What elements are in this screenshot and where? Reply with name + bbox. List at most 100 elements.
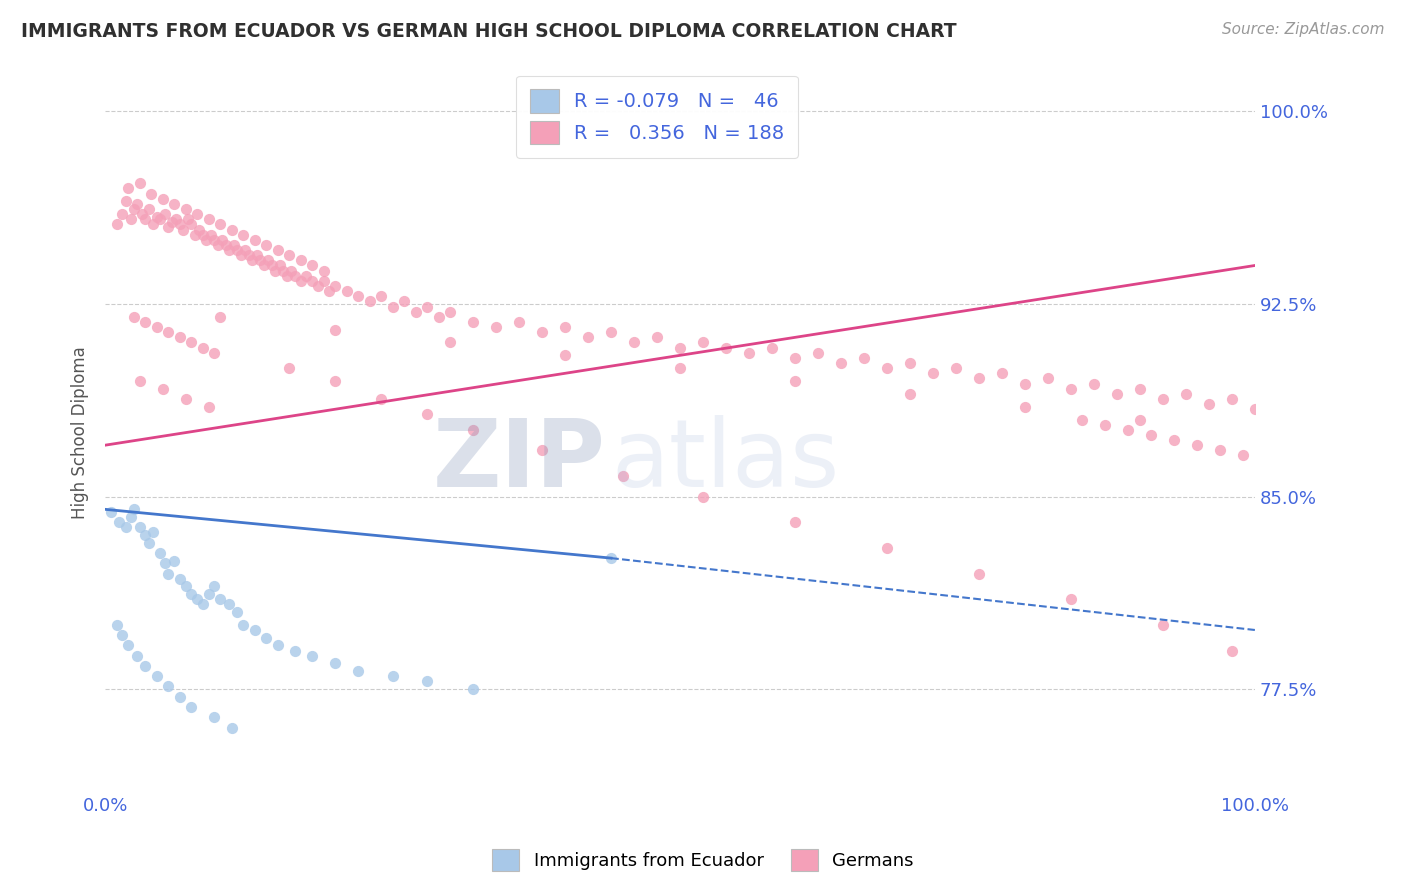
Point [209, 310, 232, 324]
Point [174, 579, 197, 593]
Point [692, 335, 714, 350]
Point [1071, 412, 1094, 426]
Point [554, 320, 576, 334]
Point [204, 345, 226, 359]
Point [278, 248, 301, 262]
Point [160, 215, 183, 229]
Point [266, 639, 288, 653]
Point [269, 259, 291, 273]
Point [1060, 592, 1083, 607]
Point [416, 674, 439, 689]
Point [290, 253, 312, 268]
Point [1220, 392, 1243, 406]
Point [301, 648, 323, 663]
Point [240, 253, 263, 268]
Point [692, 490, 714, 504]
Point [105, 218, 128, 232]
Point [405, 304, 427, 318]
Point [186, 592, 208, 607]
Point [232, 618, 254, 632]
Point [163, 554, 186, 568]
Point [128, 374, 150, 388]
Point [392, 294, 415, 309]
Point [1152, 392, 1174, 406]
Y-axis label: High School Diploma: High School Diploma [72, 346, 89, 519]
Point [209, 592, 232, 607]
Point [105, 618, 128, 632]
Point [416, 408, 439, 422]
Point [115, 194, 138, 209]
Point [427, 310, 450, 324]
Point [323, 279, 346, 293]
Point [111, 628, 134, 642]
Legend: Immigrants from Ecuador, Germans: Immigrants from Ecuador, Germans [485, 842, 921, 879]
Point [142, 218, 165, 232]
Point [134, 315, 156, 329]
Point [146, 210, 169, 224]
Point [146, 669, 169, 683]
Point [359, 294, 381, 309]
Point [1129, 412, 1152, 426]
Point [991, 366, 1014, 380]
Point [278, 361, 301, 376]
Point [174, 202, 197, 216]
Point [284, 268, 307, 283]
Point [222, 238, 245, 252]
Point [783, 351, 806, 365]
Point [138, 535, 160, 549]
Point [1220, 643, 1243, 657]
Point [120, 212, 142, 227]
Point [645, 330, 668, 344]
Point [416, 300, 439, 314]
Point [120, 510, 142, 524]
Point [184, 227, 207, 242]
Point [1118, 423, 1140, 437]
Point [122, 310, 145, 324]
Point [180, 335, 202, 350]
Point [876, 361, 898, 376]
Point [922, 366, 945, 380]
Point [211, 233, 233, 247]
Point [273, 263, 295, 277]
Point [1083, 376, 1105, 391]
Point [623, 335, 645, 350]
Point [235, 243, 257, 257]
Point [381, 300, 404, 314]
Point [347, 289, 370, 303]
Point [290, 274, 312, 288]
Point [1187, 438, 1209, 452]
Point [967, 566, 990, 581]
Point [257, 253, 280, 268]
Point [280, 263, 302, 277]
Point [122, 202, 145, 216]
Point [600, 325, 623, 339]
Point [1198, 397, 1220, 411]
Point [323, 657, 346, 671]
Point [191, 341, 214, 355]
Point [323, 374, 346, 388]
Point [200, 227, 222, 242]
Point [1152, 618, 1174, 632]
Point [318, 284, 340, 298]
Point [1209, 443, 1232, 458]
Point [197, 587, 219, 601]
Point [180, 218, 202, 232]
Point [243, 623, 266, 637]
Point [111, 207, 134, 221]
Point [195, 233, 218, 247]
Point [967, 371, 990, 385]
Point [461, 423, 484, 437]
Point [246, 248, 269, 262]
Point [461, 681, 484, 696]
Point [141, 186, 163, 201]
Point [157, 566, 180, 581]
Point [131, 207, 153, 221]
Point [531, 325, 554, 339]
Point [169, 330, 191, 344]
Point [153, 556, 176, 570]
Point [134, 659, 156, 673]
Point [347, 664, 370, 678]
Point [714, 341, 737, 355]
Point [576, 330, 599, 344]
Text: IMMIGRANTS FROM ECUADOR VS GERMAN HIGH SCHOOL DIPLOMA CORRELATION CHART: IMMIGRANTS FROM ECUADOR VS GERMAN HIGH S… [21, 22, 956, 41]
